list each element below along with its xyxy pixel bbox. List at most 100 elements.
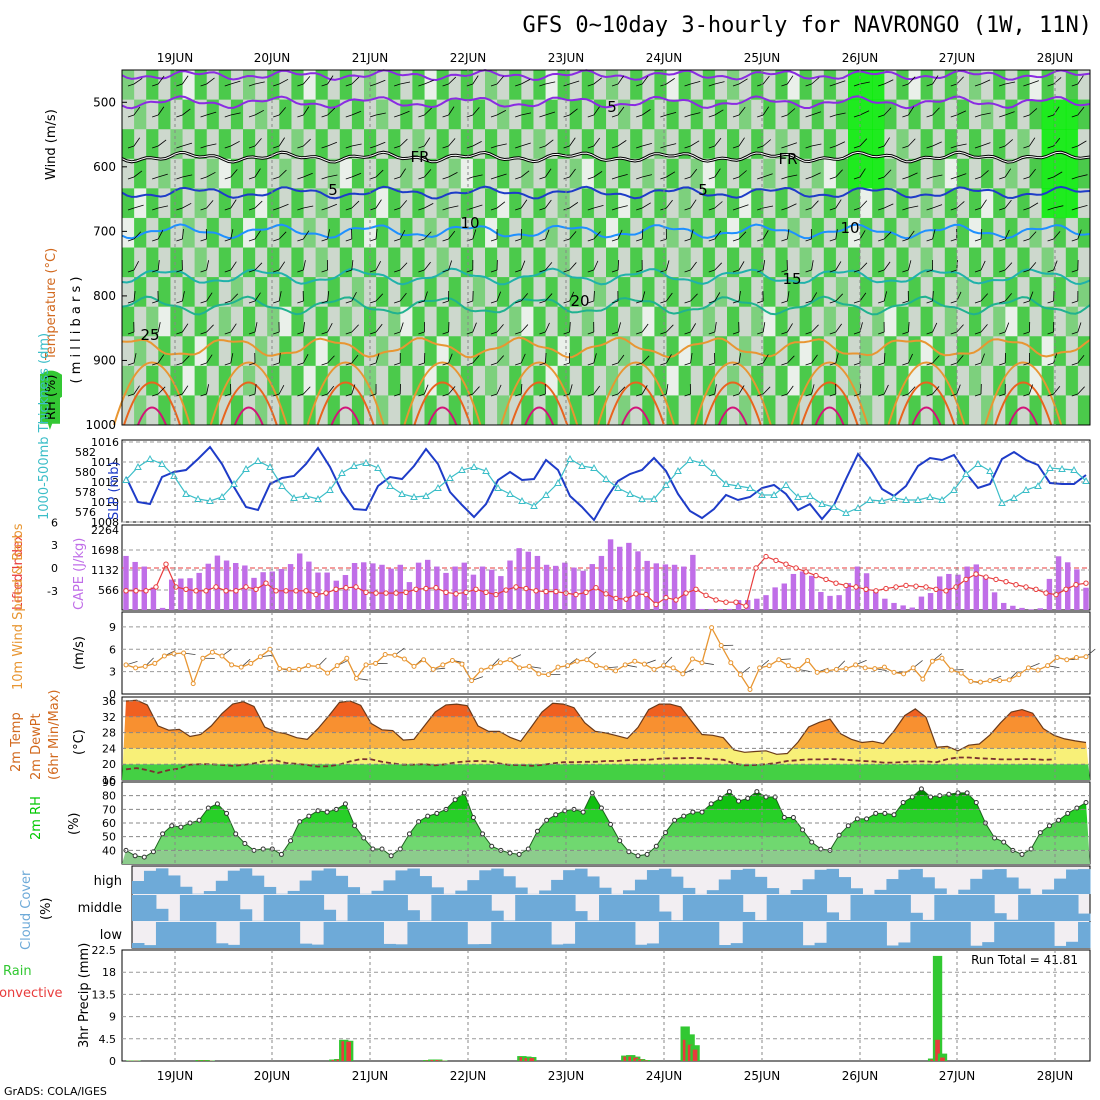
rh-cell xyxy=(448,129,462,160)
lifted-point xyxy=(163,561,169,567)
wind-barb xyxy=(230,293,239,302)
wind-barb-shaft xyxy=(297,238,304,242)
wind-barb-shaft xyxy=(273,114,280,118)
rh-tick: 80 xyxy=(102,790,116,803)
cloud-cell xyxy=(311,895,325,921)
wind-barb xyxy=(206,354,213,364)
rh-cell xyxy=(327,99,341,130)
rh-cell xyxy=(134,158,147,189)
rh-cell xyxy=(593,395,607,426)
rh-cell xyxy=(618,158,631,189)
cape-bar xyxy=(397,564,404,610)
wind-barb xyxy=(811,111,822,116)
rh-cell xyxy=(303,70,317,101)
wind-barb-shaft xyxy=(805,176,812,180)
rh-cell xyxy=(557,70,571,101)
rh-cell xyxy=(678,365,692,396)
cape-bar xyxy=(845,583,852,610)
cloud-cell xyxy=(431,922,444,948)
rh-cell xyxy=(581,336,595,367)
thickness-point xyxy=(494,483,502,491)
wind-barb-shaft xyxy=(878,145,885,149)
cape-bar xyxy=(900,605,906,610)
wind-barb-shaft xyxy=(515,176,522,180)
wind-speed-point xyxy=(152,660,158,666)
cape-bar xyxy=(626,542,632,610)
wind-barb-shaft xyxy=(563,114,570,118)
rh-cell xyxy=(122,365,135,396)
wind-barb-shaft xyxy=(369,207,377,211)
rh-point xyxy=(1046,823,1052,829)
wind-speed-point xyxy=(641,661,647,667)
cloud-cell xyxy=(910,922,923,948)
rh-cell xyxy=(472,306,486,337)
date-label-top: 27JUN xyxy=(939,51,976,65)
rh-cell xyxy=(654,336,667,367)
cloud-cell xyxy=(323,922,337,948)
rh-cell xyxy=(158,129,171,160)
surface-isotherm xyxy=(306,361,385,426)
cape-bar xyxy=(333,580,340,610)
wind-barb xyxy=(327,75,334,85)
wind-barb xyxy=(400,110,410,116)
rh-cell xyxy=(956,99,970,130)
cape-bar xyxy=(516,548,522,610)
rh-cell xyxy=(751,99,764,130)
rh-cell xyxy=(472,70,486,101)
cloud-cell xyxy=(1006,922,1019,948)
wind-barb-shaft xyxy=(466,114,473,118)
wind-barb xyxy=(593,385,601,395)
wind-barb xyxy=(206,292,213,302)
rh-cell xyxy=(787,336,801,367)
wind-barb-shaft xyxy=(660,300,667,304)
rh-cell xyxy=(739,306,752,337)
rh-cell xyxy=(291,365,304,396)
rh-cell xyxy=(872,395,885,426)
rh-cell xyxy=(472,217,486,248)
wind-barb xyxy=(617,106,625,116)
rh-cell xyxy=(424,306,438,337)
wind-barb-shaft xyxy=(974,331,982,335)
wind-barb xyxy=(569,137,576,147)
cloud-cell xyxy=(239,922,253,948)
rh-cell xyxy=(618,99,631,130)
wind-barb xyxy=(666,171,676,178)
rh-cell xyxy=(690,188,704,219)
wind-barb-shaft xyxy=(1071,300,1078,304)
rh-cell xyxy=(848,365,861,396)
rh-cell xyxy=(460,129,474,160)
thickness-point xyxy=(950,485,958,493)
rh-cell xyxy=(981,365,994,396)
rh-cell xyxy=(218,247,232,278)
cloud-cell xyxy=(299,895,313,921)
wind-speed-point xyxy=(517,665,523,671)
precip-convective-bar xyxy=(519,1057,525,1061)
wind-speed-point xyxy=(891,669,897,675)
thickness-point xyxy=(194,494,202,502)
cape-bar xyxy=(214,555,221,610)
surface-isotherm xyxy=(524,406,555,426)
wind-barb xyxy=(1005,111,1015,116)
rh-cell xyxy=(981,99,994,130)
wind-barb xyxy=(835,293,844,302)
wind-barb xyxy=(835,229,838,240)
thickness-point xyxy=(230,479,238,487)
wind-barb-shaft xyxy=(152,393,159,397)
precip-convective-bar xyxy=(628,1056,634,1061)
rh-cell xyxy=(642,217,655,248)
wind-barb-shaft xyxy=(950,114,957,118)
wind-barb-shaft xyxy=(829,145,836,149)
wind-barb-shaft xyxy=(442,269,449,273)
rh-cell xyxy=(763,188,776,219)
wind-barb-shaft xyxy=(902,114,909,118)
cloud-cell xyxy=(551,895,564,921)
rh-cell xyxy=(630,365,643,396)
wind-barb xyxy=(520,353,526,364)
cloud-cell xyxy=(371,890,384,894)
wind-barb-shaft xyxy=(781,238,788,242)
rh-cell xyxy=(303,336,317,367)
ylabel-convective: Convective xyxy=(0,986,63,1001)
wind-barb xyxy=(399,200,408,209)
rh-cell xyxy=(400,188,413,219)
